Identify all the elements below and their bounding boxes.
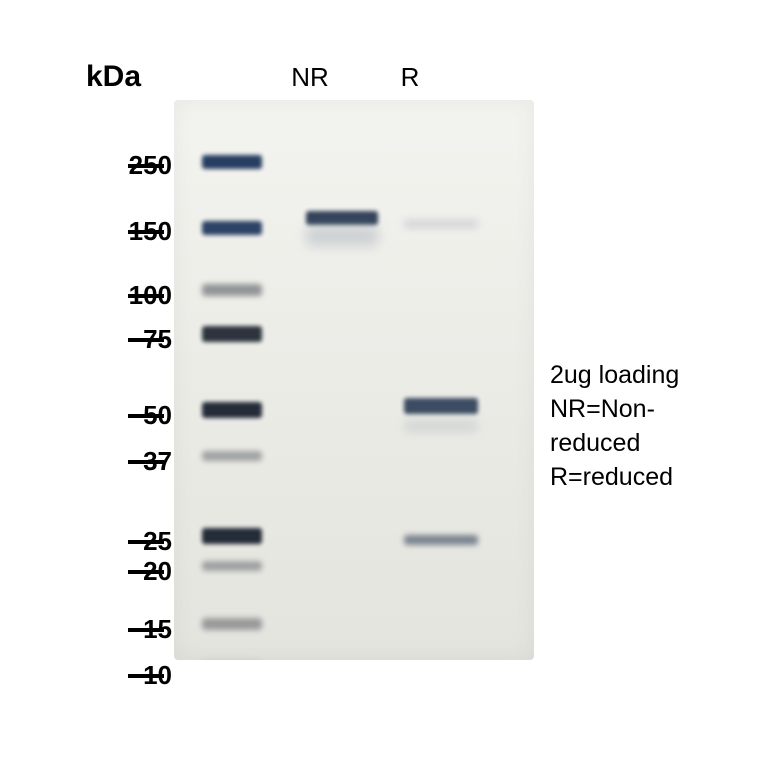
gel-band [306,226,378,246]
gel-band [202,528,262,544]
gel-image [174,100,534,660]
gel-band [202,561,262,571]
lane-header: NR [280,62,340,93]
gel-band [202,402,262,418]
tick-mark [128,674,164,678]
gel-band [202,284,262,296]
y-axis-title: kDa [86,60,141,94]
tick-mark [128,460,164,464]
lane-header: R [380,62,440,93]
tick-mark [128,164,164,168]
tick-mark [128,540,164,544]
y-axis-ticks: 25015010075503725201510 [64,100,172,660]
gel-band [404,535,478,545]
gel-band [404,420,478,432]
gel-band [202,155,262,169]
gel-band [202,451,262,461]
tick-mark [128,628,164,632]
gel-band [202,618,262,630]
lane-NR [306,100,378,660]
lane-headers: NR R [174,62,534,98]
gel-band [404,398,478,414]
tick-mark [128,414,164,418]
loading-conditions-annotation: 2ug loadingNR=Non-reducedR=reduced [550,358,679,494]
annotation-line: 2ug loading [550,358,679,392]
tick-mark [128,570,164,574]
annotation-line: NR=Non- [550,392,679,426]
annotation-line: R=reduced [550,460,679,494]
gel-band [202,221,262,235]
gel-figure: kDa 25015010075503725201510 NR R 2ug load… [64,60,700,704]
tick-mark [128,294,164,298]
tick-mark [128,230,164,234]
annotation-line: reduced [550,426,679,460]
lane-R [404,100,478,660]
lane-ladder [202,100,262,660]
gel-band [202,326,262,342]
gel-band [306,211,378,225]
tick-mark [128,338,164,342]
gel-band [404,220,478,228]
